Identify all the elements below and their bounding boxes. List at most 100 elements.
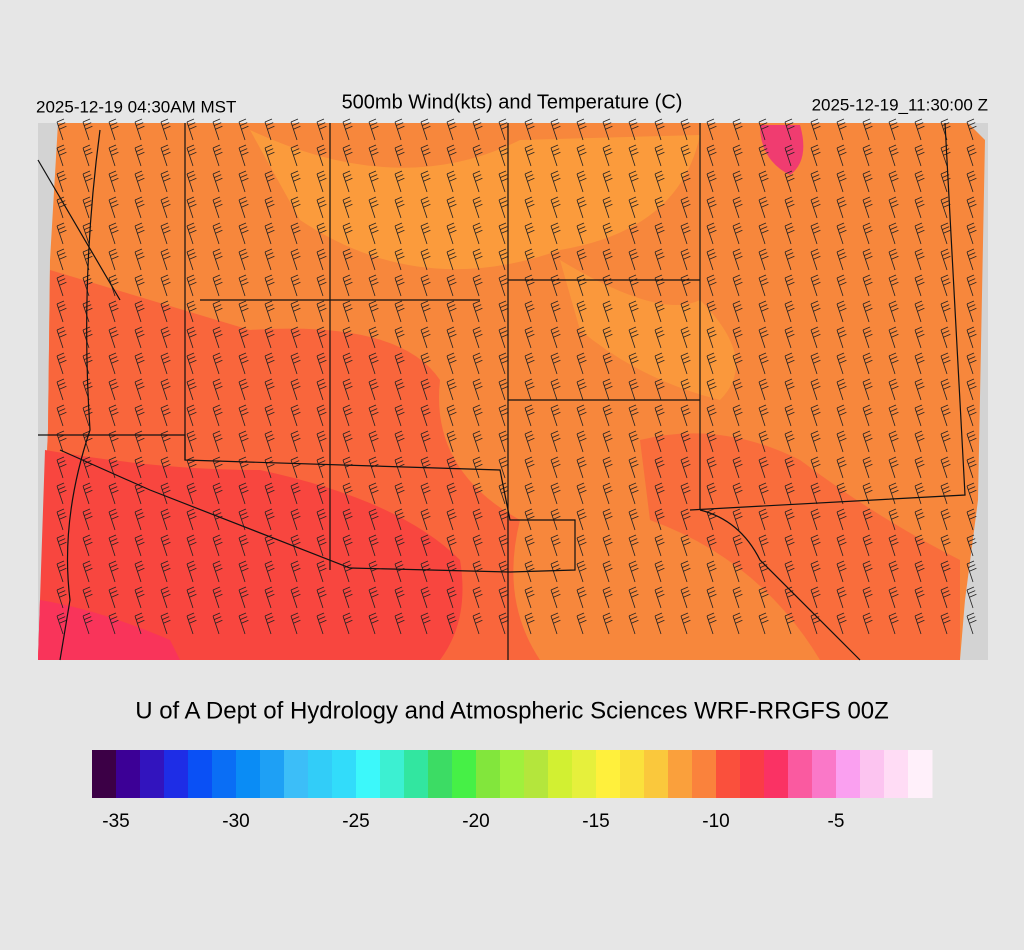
- wind-barb: [550, 560, 561, 583]
- wind-barb: [966, 326, 977, 349]
- wind-barb: [212, 118, 223, 141]
- wind-barb: [160, 404, 171, 427]
- wind-barb: [940, 300, 951, 323]
- wind-barb: [628, 170, 639, 193]
- wind-barb: [472, 482, 483, 505]
- wind-barb: [134, 196, 145, 219]
- wind-barb: [550, 378, 561, 401]
- wind-barb: [628, 482, 639, 505]
- wind-barb: [862, 430, 873, 453]
- wind-barb: [212, 196, 223, 219]
- wind-barb: [914, 274, 925, 297]
- wind-barb: [680, 586, 691, 609]
- wind-barb: [56, 222, 67, 245]
- wind-barb: [108, 482, 119, 505]
- wind-barb: [212, 612, 223, 635]
- wind-barb: [680, 300, 691, 323]
- wind-barb: [966, 248, 977, 271]
- wind-barb: [238, 612, 249, 635]
- wind-barb: [758, 404, 769, 427]
- wind-barb: [290, 274, 301, 297]
- wind-barb: [186, 560, 197, 583]
- wind-barb: [342, 508, 353, 531]
- wind-barb: [524, 508, 535, 531]
- borders: [37, 122, 966, 661]
- wind-barb: [342, 560, 353, 583]
- wind-barb: [888, 274, 899, 297]
- wind-barb: [264, 248, 275, 271]
- colorbar-swatch: [476, 750, 501, 798]
- wind-barb: [368, 326, 379, 349]
- colorbar-tick-label: -30: [222, 811, 249, 832]
- wind-barb: [940, 612, 951, 635]
- wind-barb: [888, 326, 899, 349]
- wind-barb: [628, 456, 639, 479]
- wind-barb: [914, 508, 925, 531]
- wind-barb: [602, 274, 613, 297]
- colorbar-swatch: [788, 750, 813, 798]
- wind-barb: [290, 170, 301, 193]
- wind-barb: [862, 508, 873, 531]
- wind-barb: [498, 326, 509, 349]
- colorbar-tick-label: -5: [828, 811, 845, 832]
- wind-barb: [238, 274, 249, 297]
- wind-barb: [576, 274, 587, 297]
- wind-barb: [784, 144, 795, 167]
- wind-barb: [836, 404, 847, 427]
- wind-barb: [290, 300, 301, 323]
- wind-barb: [784, 326, 795, 349]
- wind-barb: [758, 378, 769, 401]
- wind-barb: [706, 274, 717, 297]
- wind-barb: [238, 196, 249, 219]
- wind-barb: [862, 404, 873, 427]
- wind-barb: [836, 222, 847, 245]
- wind-barb: [550, 144, 561, 167]
- wind-barb: [940, 430, 951, 453]
- wind-barb: [472, 352, 483, 375]
- wind-barb: [602, 404, 613, 427]
- wind-barb: [56, 118, 67, 141]
- wind-barb: [134, 560, 145, 583]
- wind-barb: [940, 404, 951, 427]
- wind-barb: [186, 456, 197, 479]
- wind-barb: [134, 300, 145, 323]
- wind-barb: [186, 222, 197, 245]
- wind-barb: [264, 430, 275, 453]
- wind-barb: [732, 404, 743, 427]
- wind-barb: [238, 404, 249, 427]
- wind-barb: [472, 170, 483, 193]
- wind-barb: [498, 170, 509, 193]
- wind-barb: [316, 248, 327, 271]
- wind-barb: [680, 352, 691, 375]
- wind-barb: [108, 144, 119, 167]
- wind-barb: [290, 118, 301, 141]
- wind-barb: [82, 404, 93, 427]
- wind-barb: [108, 586, 119, 609]
- colorbar-swatch: [452, 750, 477, 798]
- colorbar-swatch: [332, 750, 357, 798]
- wind-barb: [238, 560, 249, 583]
- wind-barb: [966, 534, 977, 557]
- wind-barb: [888, 586, 899, 609]
- wind-barb: [576, 456, 587, 479]
- wind-barb: [446, 118, 457, 141]
- wind-barb: [394, 612, 405, 635]
- wind-barb: [550, 248, 561, 271]
- wind-barb: [446, 430, 457, 453]
- wind-barb: [888, 508, 899, 531]
- colorbar-swatch: [716, 750, 741, 798]
- colorbar-swatch: [740, 750, 765, 798]
- wind-barb: [914, 170, 925, 193]
- wind-barb: [836, 456, 847, 479]
- colorbar-swatch: [212, 750, 237, 798]
- wind-barb: [264, 326, 275, 349]
- wind-barb: [732, 222, 743, 245]
- wind-barb: [212, 378, 223, 401]
- wind-barb: [498, 508, 509, 531]
- wind-barb: [706, 404, 717, 427]
- wind-barb: [472, 118, 483, 141]
- wind-barb: [186, 196, 197, 219]
- wind-barb: [108, 352, 119, 375]
- wind-barb: [394, 144, 405, 167]
- wind-barb: [394, 248, 405, 271]
